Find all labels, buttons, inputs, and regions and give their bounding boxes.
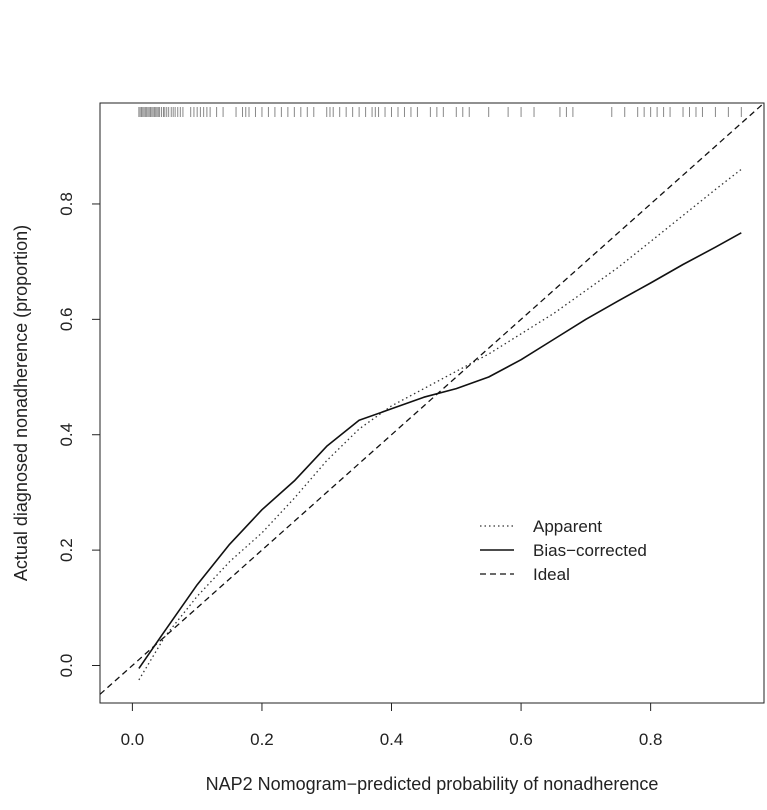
x-tick-label: 0.4 [380,730,404,749]
x-tick-label: 0.6 [509,730,533,749]
x-tick-label: 0.8 [639,730,663,749]
y-tick-label: 0.2 [57,538,76,562]
plot-frame [99,102,765,704]
legend-label: Apparent [533,517,602,536]
y-tick-label: 0.4 [57,423,76,447]
x-axis-title: NAP2 Nomogram−predicted probability of n… [206,774,659,794]
series-line-dashed [99,102,765,695]
y-axis: 0.0 0.2 0.4 0.6 0.8 [57,192,100,677]
series-line-solid [138,232,742,669]
x-axis: 0.0 0.2 0.4 0.6 0.8 [121,702,663,749]
y-tick-label: 0.0 [57,654,76,678]
legend: Apparent Bias−corrected Ideal [480,517,647,584]
x-tick-label: 0.2 [250,730,274,749]
legend-label: Bias−corrected [533,541,647,560]
y-axis-title: Actual diagnosed nonadherence (proportio… [11,225,31,581]
y-tick-label: 0.6 [57,308,76,332]
legend-label: Ideal [533,565,570,584]
y-tick-label: 0.8 [57,192,76,216]
rug-ticks [138,107,742,117]
x-tick-label: 0.0 [121,730,145,749]
series-lines [99,102,765,695]
series-line-dotted [138,168,742,681]
